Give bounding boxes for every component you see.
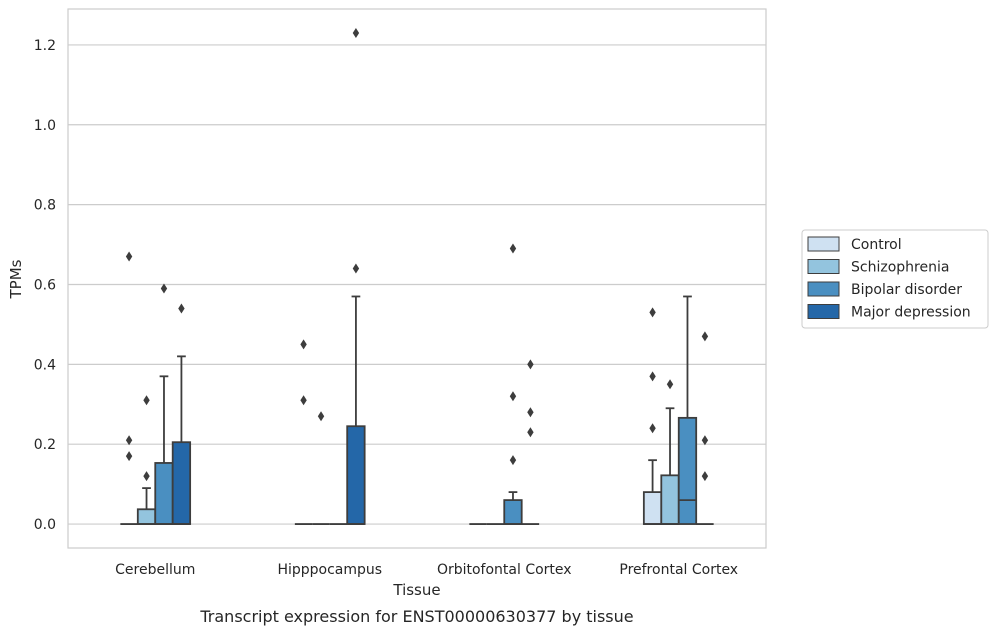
y-axis-label: TPMs	[7, 259, 25, 299]
legend: Control Schizophrenia Bipolar disorder Majo…	[801, 229, 989, 329]
outlier-point	[509, 391, 517, 402]
box-major-depression	[171, 303, 192, 525]
outlier-point	[125, 451, 133, 462]
y-tick-label: 0.6	[34, 277, 56, 293]
box-control	[294, 339, 313, 525]
chart-caption: Transcript expression for ENST0000063037…	[199, 607, 633, 626]
x-tick-label: Prefrontal Cortex	[619, 562, 738, 578]
outlier-point	[178, 303, 185, 314]
box-bipolar-disorder	[503, 243, 523, 525]
outlier-point	[701, 331, 709, 342]
box-plot-area	[120, 27, 714, 525]
outlier-point	[649, 423, 656, 434]
y-tick-label: 0.2	[34, 437, 56, 453]
x-axis-ticks: Cerebellum Hipppocampus Orbitofontal Corte…	[115, 562, 738, 578]
box-bipolar-disorder	[154, 283, 174, 525]
outlier-point	[160, 283, 168, 294]
legend-label: Bipolar disorder	[851, 282, 962, 298]
box-major-depression	[696, 331, 714, 525]
y-tick-label: 0.0	[34, 517, 56, 533]
legend-label: Schizophrenia	[851, 260, 949, 276]
box-body	[171, 441, 192, 525]
outlier-point	[143, 395, 150, 406]
outlier-point	[666, 379, 674, 390]
box-body	[154, 462, 174, 525]
legend-label: Control	[851, 237, 902, 253]
outlier-point	[317, 411, 325, 422]
box-body	[642, 491, 663, 525]
box-bipolar-disorder	[677, 295, 698, 525]
outlier-point	[125, 251, 133, 262]
legend-swatch	[807, 281, 840, 297]
x-tick-label: Cerebellum	[115, 562, 195, 578]
legend-swatch	[807, 259, 840, 274]
plot-frame	[67, 8, 767, 549]
box-schizophrenia	[312, 411, 330, 525]
box-control	[642, 307, 663, 525]
y-tick-label: 0.8	[34, 198, 56, 214]
outlier-point	[527, 427, 534, 438]
outlier-point	[509, 455, 517, 466]
outlier-point	[649, 371, 656, 382]
box-body	[346, 425, 366, 525]
y-tick-label: 1.0	[34, 118, 56, 134]
outlier-point	[300, 339, 307, 350]
box-major-depression	[521, 359, 540, 525]
x-axis-label: Tissue	[392, 581, 440, 599]
outlier-point	[649, 307, 656, 318]
y-tick-label: 1.2	[34, 38, 56, 54]
outlier-point	[125, 435, 133, 446]
outlier-point	[352, 263, 360, 274]
outlier-point	[527, 407, 534, 418]
box-body	[677, 416, 698, 525]
box-major-depression	[346, 27, 366, 525]
box-body	[660, 474, 680, 525]
box-body	[136, 508, 157, 525]
x-tick-label: Orbitofontal Cortex	[437, 562, 572, 578]
legend-label: Major depression	[851, 305, 971, 321]
outlier-point	[509, 243, 517, 254]
box-schizophrenia	[136, 395, 157, 525]
y-tick-label: 0.4	[34, 357, 56, 373]
outlier-point	[701, 471, 709, 482]
outlier-point	[143, 471, 150, 482]
x-tick-label: Hipppocampus	[277, 562, 382, 578]
legend-frame	[801, 229, 989, 329]
outlier-point	[352, 27, 360, 38]
outlier-point	[300, 395, 307, 406]
box-control	[120, 251, 138, 525]
outlier-point	[701, 435, 709, 446]
y-axis-ticks: 0.0 0.2 0.4 0.6 0.8 1.0 1.2	[34, 38, 56, 533]
legend-swatch	[807, 304, 840, 319]
box-schizophrenia	[660, 379, 680, 525]
outlier-point	[527, 359, 534, 370]
box-body	[503, 499, 523, 525]
legend-swatch	[807, 236, 840, 252]
